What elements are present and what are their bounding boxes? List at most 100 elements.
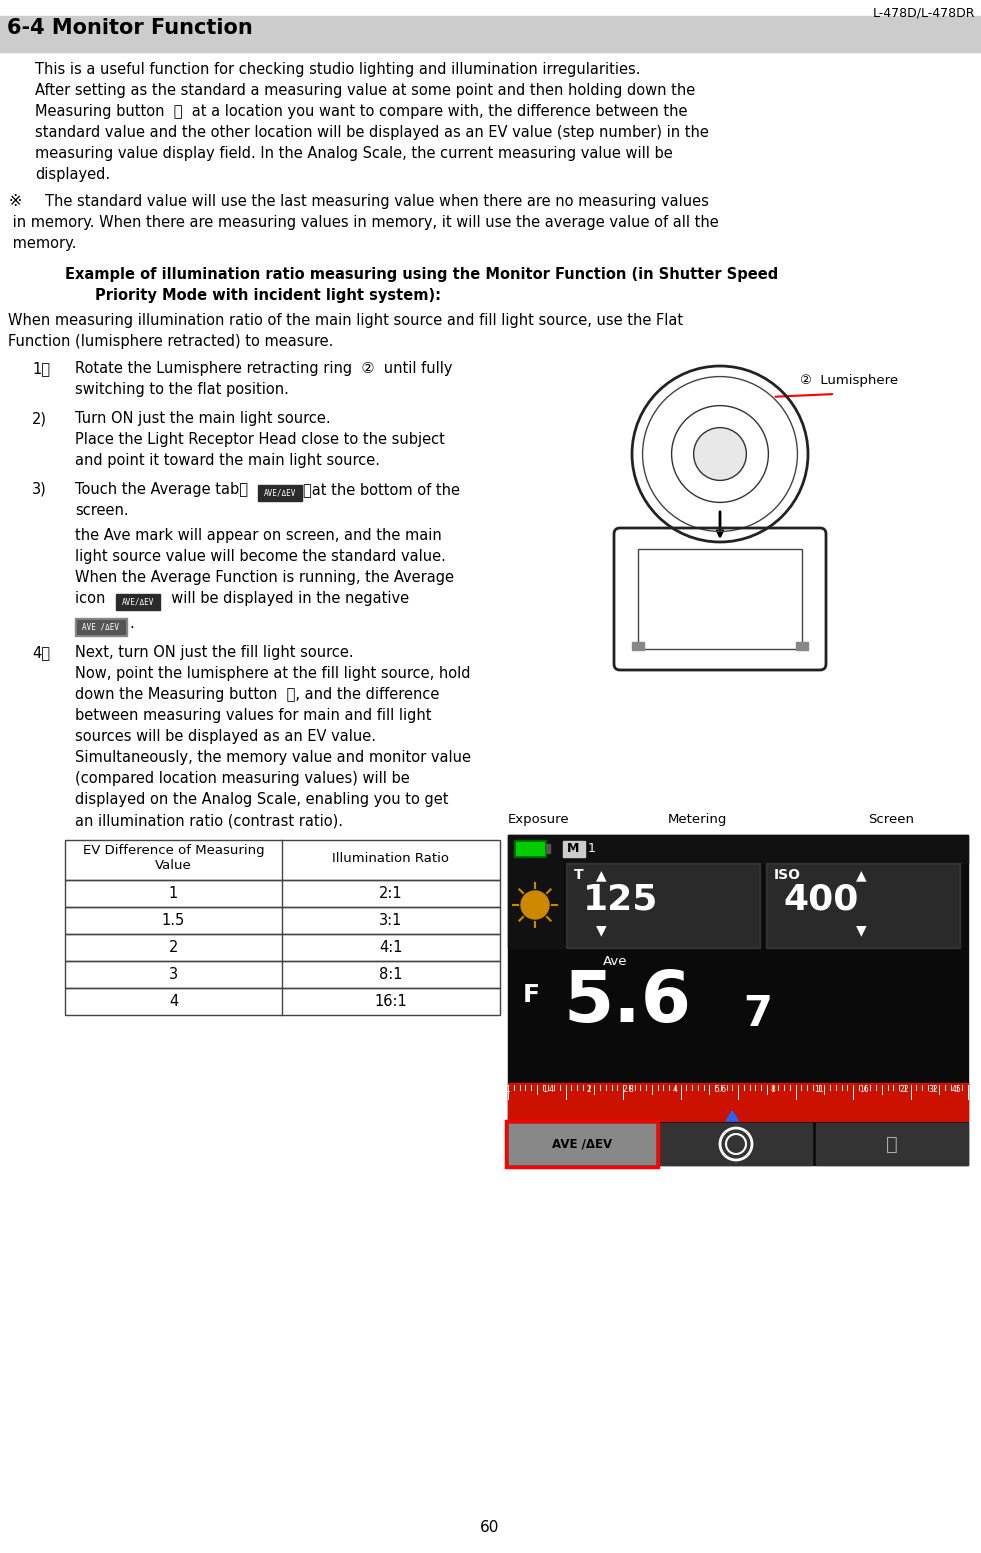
Bar: [546, 843, 550, 853]
Text: 22: 22: [900, 1086, 909, 1093]
Text: AVE/ΔEV: AVE/ΔEV: [122, 598, 154, 607]
Text: EV Difference of Measuring
Value: EV Difference of Measuring Value: [82, 843, 264, 871]
Bar: [77, 620, 125, 634]
Text: 2.8: 2.8: [623, 1086, 635, 1093]
Text: 2:1: 2:1: [380, 887, 403, 901]
Text: displayed.: displayed.: [35, 168, 110, 182]
Bar: [514, 840, 546, 857]
Text: Touch the Average tab（: Touch the Average tab（: [75, 481, 248, 497]
Text: 5.6: 5.6: [715, 1086, 727, 1093]
Bar: [796, 641, 808, 651]
Bar: [508, 836, 968, 1165]
Text: F: F: [523, 983, 540, 1006]
Bar: [768, 865, 958, 946]
Bar: [508, 1082, 968, 1121]
Text: 8:1: 8:1: [380, 968, 403, 981]
Text: 1: 1: [588, 842, 595, 856]
Bar: [568, 865, 758, 946]
Text: ▲: ▲: [596, 868, 606, 882]
Bar: [65, 961, 500, 988]
Text: 11: 11: [814, 1086, 823, 1093]
Text: AVE /ΔEV: AVE /ΔEV: [552, 1137, 612, 1151]
Polygon shape: [726, 1110, 739, 1121]
Bar: [508, 863, 563, 947]
Text: in memory. When there are measuring values in memory, it will use the average va: in memory. When there are measuring valu…: [8, 214, 719, 230]
Text: 1: 1: [505, 1086, 510, 1093]
Circle shape: [521, 891, 549, 919]
Text: Now, point the lumisphere at the fill light source, hold: Now, point the lumisphere at the fill li…: [75, 666, 471, 682]
Text: ▲: ▲: [856, 868, 866, 882]
Bar: [75, 618, 127, 637]
Text: 16: 16: [859, 1086, 869, 1093]
Bar: [0, 16, 981, 51]
Text: 32: 32: [929, 1086, 938, 1093]
Text: 2: 2: [169, 940, 179, 955]
Text: Exposure: Exposure: [508, 814, 570, 826]
Text: ②  Lumisphere: ② Lumisphere: [800, 374, 899, 387]
Text: down the Measuring button  ⓘ, and the difference: down the Measuring button ⓘ, and the dif…: [75, 686, 439, 702]
Bar: [258, 485, 302, 502]
Text: The standard value will use the last measuring value when there are no measuring: The standard value will use the last mea…: [8, 194, 709, 210]
Bar: [65, 933, 500, 961]
Bar: [65, 840, 500, 881]
Text: an illumination ratio (contrast ratio).: an illumination ratio (contrast ratio).: [75, 814, 343, 828]
Text: AVE/ΔEV: AVE/ΔEV: [264, 489, 296, 497]
Bar: [516, 842, 544, 856]
Text: When measuring illumination ratio of the main light source and fill light source: When measuring illumination ratio of the…: [8, 314, 683, 328]
Bar: [766, 863, 960, 947]
Text: screen.: screen.: [75, 503, 129, 519]
Text: sources will be displayed as an EV value.: sources will be displayed as an EV value…: [75, 728, 376, 744]
Bar: [816, 1123, 968, 1165]
Text: 3): 3): [32, 481, 47, 497]
Text: Example of illumination ratio measuring using the Monitor Function (in Shutter S: Example of illumination ratio measuring …: [65, 267, 778, 283]
Text: 4: 4: [169, 994, 179, 1009]
Bar: [506, 1121, 658, 1166]
Text: When the Average Function is running, the Average: When the Average Function is running, th…: [75, 570, 454, 585]
Text: 7: 7: [743, 992, 772, 1034]
Text: After setting as the standard a measuring value at some point and then holding d: After setting as the standard a measurin…: [35, 82, 696, 98]
Text: AVE /ΔEV: AVE /ΔEV: [82, 623, 120, 632]
Text: and point it toward the main light source.: and point it toward the main light sourc…: [75, 453, 380, 467]
Circle shape: [694, 427, 747, 480]
Text: 6-4 Monitor Function: 6-4 Monitor Function: [7, 19, 253, 37]
Text: 4:1: 4:1: [380, 940, 403, 955]
Text: 60: 60: [481, 1520, 499, 1534]
Text: .: .: [129, 617, 133, 631]
Text: 4: 4: [672, 1086, 677, 1093]
Text: 16:1: 16:1: [375, 994, 407, 1009]
Text: 8: 8: [770, 1086, 775, 1093]
Text: Measuring button  ⓘ  at a location you want to compare with, the difference betw: Measuring button ⓘ at a location you wan…: [35, 104, 688, 120]
Text: standard value and the other location will be displayed as an EV value (step num: standard value and the other location wi…: [35, 124, 709, 140]
Text: Next, turn ON just the fill light source.: Next, turn ON just the fill light source…: [75, 644, 353, 660]
Bar: [509, 1124, 655, 1165]
Text: 1.5: 1.5: [162, 913, 185, 929]
Text: 1: 1: [169, 887, 179, 901]
Text: Illumination Ratio: Illumination Ratio: [333, 853, 449, 865]
Text: L-478D/L-478DR: L-478D/L-478DR: [872, 6, 975, 19]
Text: 2: 2: [586, 1086, 591, 1093]
Text: Simultaneously, the memory value and monitor value: Simultaneously, the memory value and mon…: [75, 750, 471, 766]
Text: ISO: ISO: [774, 868, 801, 882]
Bar: [566, 863, 760, 947]
Text: the Ave mark will appear on screen, and the main: the Ave mark will appear on screen, and …: [75, 528, 441, 544]
Bar: [65, 907, 500, 933]
Text: 4）: 4）: [32, 644, 50, 660]
Text: 2): 2): [32, 412, 47, 426]
Text: Screen: Screen: [868, 814, 914, 826]
Bar: [508, 1123, 656, 1165]
Text: switching to the flat position.: switching to the flat position.: [75, 382, 288, 398]
Text: 64: 64: [975, 1086, 981, 1093]
Text: displayed on the Analog Scale, enabling you to get: displayed on the Analog Scale, enabling …: [75, 792, 448, 808]
Bar: [660, 1123, 812, 1165]
Text: between measuring values for main and fill light: between measuring values for main and fi…: [75, 708, 432, 724]
Text: 🔧: 🔧: [886, 1135, 898, 1154]
Text: 400: 400: [783, 884, 858, 916]
Text: 3:1: 3:1: [380, 913, 402, 929]
Text: 5.6: 5.6: [563, 968, 691, 1037]
Text: measuring value display field. In the Analog Scale, the current measuring value : measuring value display field. In the An…: [35, 146, 673, 162]
Text: Function (lumisphere retracted) to measure.: Function (lumisphere retracted) to measu…: [8, 334, 334, 349]
Text: 1）: 1）: [32, 360, 50, 376]
Bar: [638, 550, 802, 649]
Text: memory.: memory.: [8, 236, 77, 252]
Text: 125: 125: [584, 884, 658, 916]
